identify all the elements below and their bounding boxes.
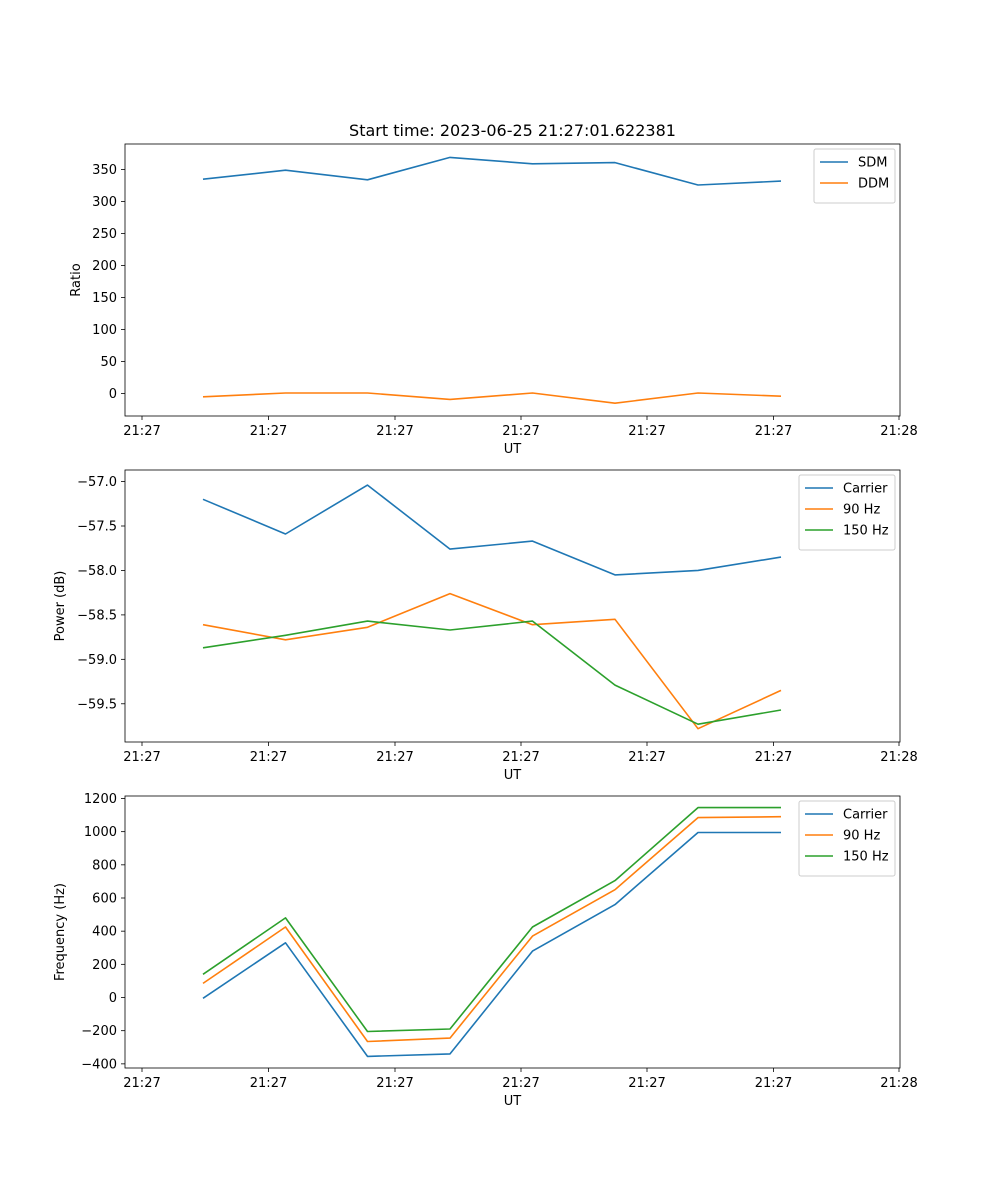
legend-entry: 150 Hz <box>843 524 889 539</box>
y-tick-label: −59.5 <box>77 697 117 712</box>
x-axis-label: UT <box>504 768 522 783</box>
panels: 21:27 21:27 21:27 21:27 21:27 21:27 21:28 0 50 10… <box>53 143 918 1109</box>
legend-entry: DDM <box>858 177 889 192</box>
legend-entry: Carrier <box>843 482 888 497</box>
legend: Carrier 90 Hz 150 Hz <box>798 800 896 877</box>
x-tick-label: 21:27 <box>755 750 792 765</box>
y-tick-label: −58.5 <box>77 608 117 623</box>
x-tick-label: 21:27 <box>628 424 665 439</box>
x-tick-label: 21:27 <box>250 750 287 765</box>
legend-box <box>798 474 896 551</box>
plot-frame <box>124 795 901 1069</box>
chart-panel-1: 21:27 21:27 21:27 21:27 21:27 21:27 21:28 0 50 10… <box>69 143 918 457</box>
legend-entry: SDM <box>858 156 887 171</box>
x-tick-label: 21:27 <box>250 424 287 439</box>
figure-title: Start time: 2023-06-25 21:27:01.622381 <box>349 121 676 140</box>
series-line-90-hz <box>202 815 782 1043</box>
legend: Carrier 90 Hz 150 Hz <box>798 474 896 551</box>
y-tick-label: 100 <box>92 323 117 338</box>
legend-entry: 90 Hz <box>843 829 880 844</box>
series-line-150-hz <box>202 620 782 726</box>
chart-panel-2: 21:27 21:27 21:27 21:27 21:27 21:27 21:28 −59.5… <box>53 469 918 783</box>
x-tick-label: 21:27 <box>376 750 413 765</box>
y-axis-label: Power (dB) <box>53 571 68 642</box>
x-tick-label: 21:27 <box>123 750 160 765</box>
y-tick-label: 600 <box>92 892 117 907</box>
y-tick-label: 350 <box>92 163 117 178</box>
legend-entry: 90 Hz <box>843 503 880 518</box>
series-line-150-hz <box>202 806 781 1033</box>
y-tick-label: 200 <box>92 958 117 973</box>
y-tick-label: 800 <box>92 858 117 873</box>
x-tick-label: 21:27 <box>628 750 665 765</box>
chart-panel-3: 21:27 21:27 21:27 21:27 21:27 21:27 21:28 −400 −… <box>53 792 918 1109</box>
y-tick-label: −400 <box>81 1057 117 1072</box>
x-tick-label: 21:27 <box>628 1076 665 1091</box>
series-line-ddm <box>202 392 782 405</box>
x-tick-label: 21:28 <box>880 750 917 765</box>
y-tick-label: 1000 <box>84 825 117 840</box>
x-tick-label: 21:27 <box>376 424 413 439</box>
plot-frame <box>124 469 901 743</box>
y-tick-label: 300 <box>92 195 117 210</box>
x-tick-label: 21:27 <box>755 424 792 439</box>
y-tick-label: −57.5 <box>77 520 117 535</box>
y-tick-label: −57.0 <box>77 475 117 490</box>
x-tick-label: 21:28 <box>880 424 917 439</box>
x-tick-label: 21:27 <box>502 424 539 439</box>
y-axis-label: Frequency (Hz) <box>53 883 68 981</box>
x-tick-label: 21:27 <box>502 1076 539 1091</box>
x-tick-label: 21:27 <box>755 1076 792 1091</box>
y-tick-label: 400 <box>92 925 117 940</box>
y-tick-label: −58.0 <box>77 564 117 579</box>
series-line-90-hz <box>202 592 782 730</box>
legend-entry: 150 Hz <box>843 850 889 865</box>
x-tick-label: 21:27 <box>250 1076 287 1091</box>
series-line-carrier <box>202 831 781 1058</box>
legend-box <box>798 800 896 877</box>
x-tick-label: 21:27 <box>376 1076 413 1091</box>
legend-entry: Carrier <box>843 808 888 823</box>
series-line-carrier <box>202 484 782 576</box>
x-axis-label: UT <box>504 442 522 457</box>
x-tick-label: 21:27 <box>123 424 160 439</box>
y-tick-label: 1200 <box>84 792 117 807</box>
y-tick-label: 50 <box>100 355 117 370</box>
y-tick-label: 250 <box>92 227 117 242</box>
y-axis-label: Ratio <box>69 263 84 296</box>
series-line-sdm <box>202 156 782 186</box>
x-tick-label: 21:28 <box>880 1076 917 1091</box>
x-tick-label: 21:27 <box>123 1076 160 1091</box>
y-tick-label: 200 <box>92 259 117 274</box>
y-tick-label: 0 <box>109 991 117 1006</box>
y-tick-label: 0 <box>109 387 117 402</box>
plot-frame <box>124 143 901 417</box>
x-tick-label: 21:27 <box>502 750 539 765</box>
x-axis-label: UT <box>504 1094 522 1109</box>
y-tick-label: −59.0 <box>77 653 117 668</box>
y-tick-label: −200 <box>81 1024 117 1039</box>
legend: SDM DDM <box>813 148 896 204</box>
y-tick-label: 150 <box>92 291 117 306</box>
